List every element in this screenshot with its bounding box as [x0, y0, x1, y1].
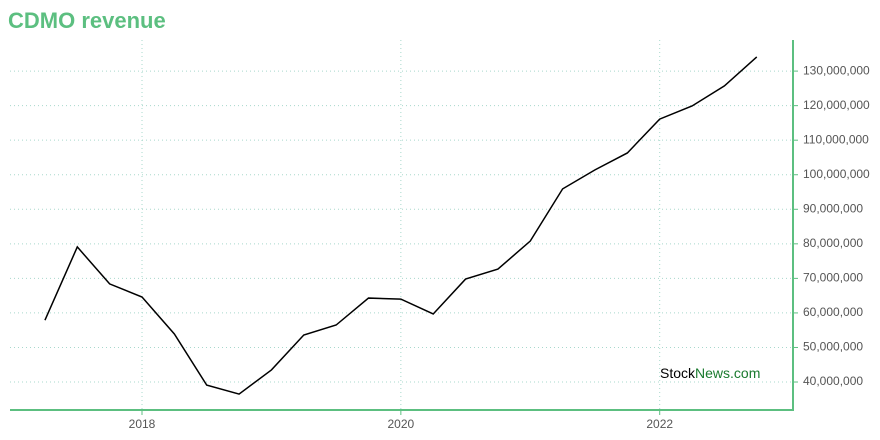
y-tick-label: 100,000,000	[803, 167, 870, 181]
y-tick-label: 70,000,000	[803, 271, 863, 285]
watermark: StockNews.com	[660, 365, 760, 381]
line-series	[44, 56, 758, 395]
y-tick-label: 90,000,000	[803, 201, 863, 215]
x-tick-label: 2020	[388, 417, 415, 431]
y-tick-label: 40,000,000	[803, 374, 863, 388]
y-tick-label: 110,000,000	[803, 132, 869, 146]
chart-title: CDMO revenue	[8, 8, 166, 33]
x-tick-label: 2022	[646, 417, 673, 431]
y-tick-label: 120,000,000	[803, 98, 870, 112]
y-tick-label: 80,000,000	[803, 236, 863, 250]
y-tick-label: 50,000,000	[803, 340, 863, 354]
y-tick-label: 130,000,000	[803, 63, 870, 77]
x-tick-label: 2018	[129, 417, 156, 431]
y-tick-label: 60,000,000	[803, 305, 863, 319]
watermark-brand: Stock	[660, 365, 696, 381]
watermark-suffix: News.com	[695, 365, 760, 381]
